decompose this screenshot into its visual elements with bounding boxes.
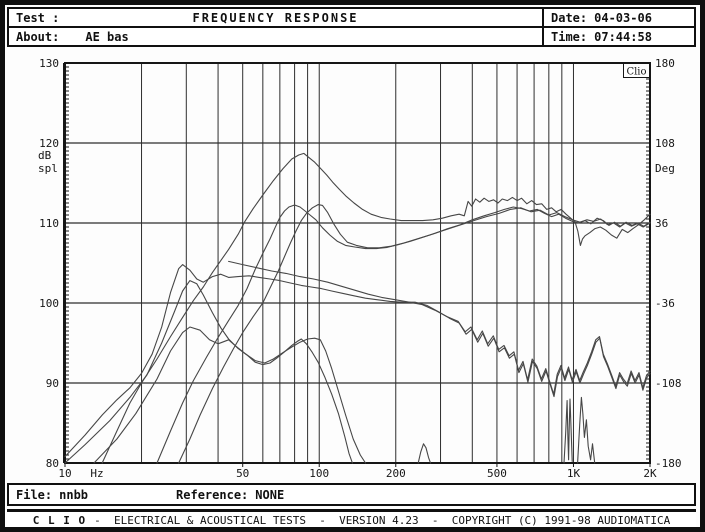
trace-hump-2 (93, 326, 367, 464)
y-left-tick-label: 80 (46, 457, 59, 470)
reference-value: NONE (255, 487, 285, 502)
file-label: File: (16, 487, 53, 502)
clio-watermark: Clio (626, 67, 646, 78)
about-label: About: (16, 29, 60, 44)
y-left-tick-label: 100 (39, 297, 59, 310)
y-right-axis-label: Deg (655, 162, 675, 175)
x-tick-label: 1K (567, 467, 581, 480)
y-right-tick-label: 108 (655, 137, 675, 150)
date-label: Date: (551, 10, 588, 25)
y-left-axis-label: spl (38, 162, 58, 175)
date-value: 04-03-06 (594, 10, 652, 25)
trace-main-response (101, 152, 651, 464)
trace-spikes-950hz (563, 398, 573, 464)
y-left-tick-label: 110 (39, 217, 59, 230)
trace-bump-270hz (417, 443, 432, 464)
header-datetime: Date: 04-03-06 Time: 07:44:58 (542, 9, 694, 45)
clio-brand: C L I O (32, 514, 87, 527)
header-row-about: About: AE bas (9, 28, 542, 45)
time-value: 07:44:58 (594, 29, 652, 44)
y-left-tick-label: 90 (46, 377, 59, 390)
y-right-tick-label: -108 (655, 377, 682, 390)
trace-response-2 (156, 204, 651, 464)
y-left-tick-label: 130 (39, 57, 59, 70)
x-tick-label: 50 (236, 467, 249, 480)
y-right-tick-label: -36 (655, 297, 675, 310)
clio-watermark-box (623, 63, 650, 78)
y-right-tick-label: 180 (655, 57, 675, 70)
trace-nearfield-1 (64, 264, 651, 458)
file-value: nnbb (59, 487, 89, 502)
y-right-tick-label: 36 (655, 217, 668, 230)
reference-label: Reference: (176, 487, 249, 502)
x-axis-unit: Hz (90, 467, 103, 480)
date-row: Date: 04-03-06 (544, 9, 694, 28)
trace-descending-trace (228, 260, 651, 395)
header-main: Test : FREQUENCY RESPONSE About: AE bas (9, 9, 542, 45)
footer-text: - ELECTRICAL & ACOUSTICAL TESTS - VERSIO… (94, 514, 671, 527)
page-title: FREQUENCY RESPONSE (192, 10, 359, 25)
trace-hump-1 (64, 280, 353, 464)
y-left-axis-label: dB (38, 149, 52, 162)
footer-bar: C L I O - ELECTRICAL & ACOUSTICAL TESTS … (7, 509, 696, 529)
y-right-tick-label: -180 (655, 457, 682, 470)
y-left-tick-label: 120 (39, 137, 59, 150)
test-label: Test : (16, 10, 60, 25)
header: Test : FREQUENCY RESPONSE About: AE bas … (7, 7, 696, 47)
x-tick-label: 2K (643, 467, 657, 480)
trace-spikes-1100hz (577, 396, 596, 464)
x-tick-label: 100 (309, 467, 329, 480)
time-label: Time: (551, 29, 588, 44)
time-row: Time: 07:44:58 (544, 28, 694, 45)
x-tick-label: 10 (58, 467, 71, 480)
trace-response-3 (178, 204, 651, 464)
x-tick-label: 200 (386, 467, 406, 480)
file-bar: File: nnbb Reference: NONE (7, 483, 696, 506)
x-tick-label: 500 (487, 467, 507, 480)
about-value: AE bas (85, 29, 129, 44)
header-row-test: Test : FREQUENCY RESPONSE (9, 9, 542, 28)
